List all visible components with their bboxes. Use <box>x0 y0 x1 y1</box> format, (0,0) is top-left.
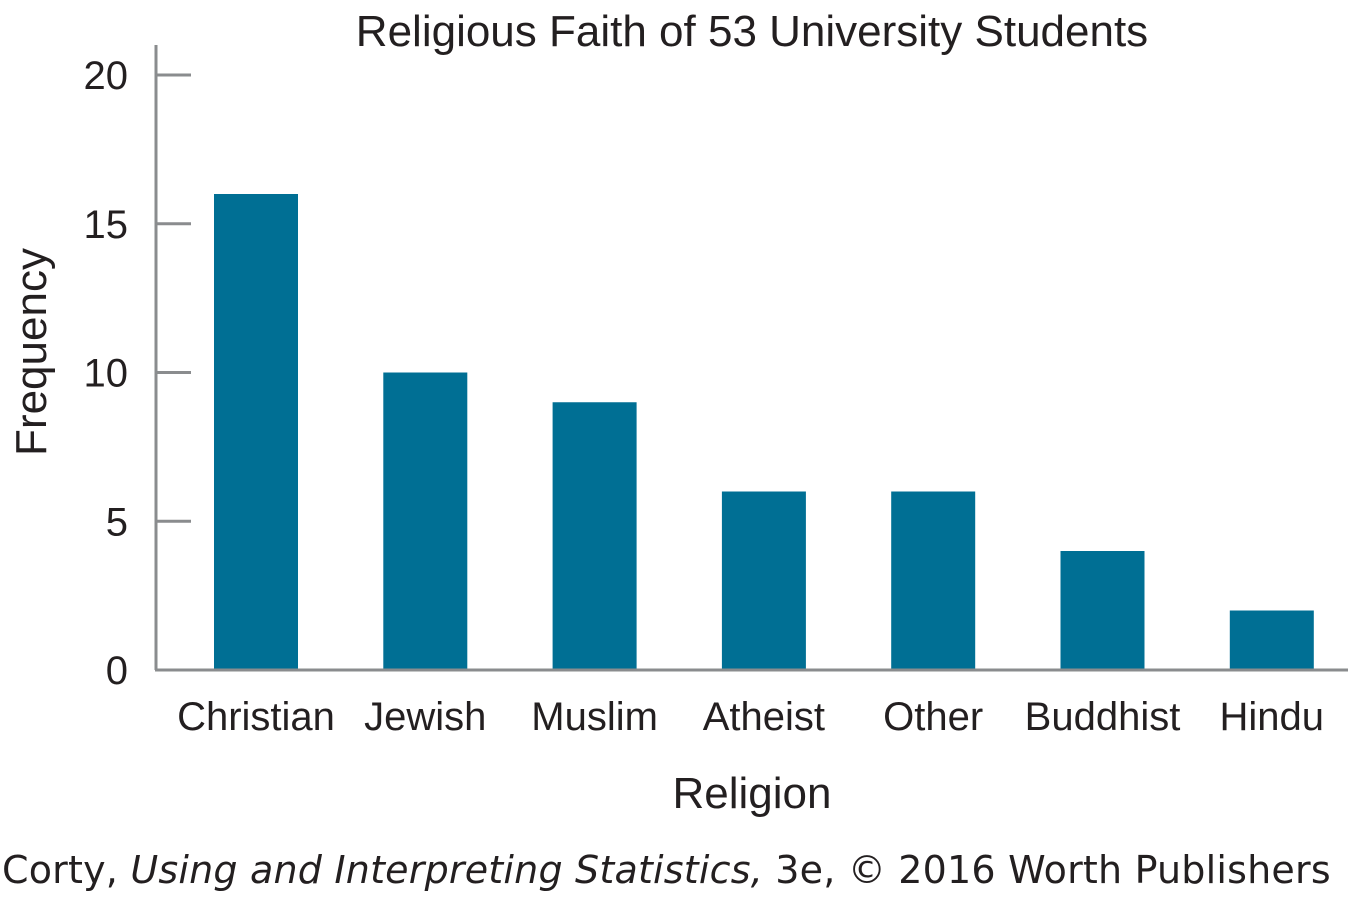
x-category-label: Jewish <box>364 695 486 739</box>
x-category-label: Atheist <box>703 695 825 739</box>
bar-muslim <box>552 402 637 670</box>
chart-title: Religious Faith of 53 University Student… <box>356 7 1148 56</box>
y-ticks-layer: 0 5 10 15 20 <box>84 54 191 693</box>
x-category-label: Hindu <box>1220 695 1325 739</box>
bars-layer <box>214 194 1314 670</box>
x-category-label: Christian <box>177 695 335 739</box>
y-tick-label: 15 <box>84 203 129 247</box>
x-category-label: Muslim <box>531 695 658 739</box>
y-axis-title: Frequency <box>7 248 56 456</box>
bar-buddhist <box>1060 551 1145 670</box>
publisher-credit: Corty, Using and Interpreting Statistics… <box>2 848 1331 892</box>
x-axis-title: Religion <box>673 769 832 818</box>
x-categories-layer: Christian Jewish Muslim Atheist Other Buddhis… <box>177 695 1324 739</box>
credit-book-title: Using and Interpreting Statistics, <box>130 848 764 892</box>
y-tick-label: 5 <box>106 500 128 544</box>
y-tick-label: 20 <box>84 54 129 98</box>
x-category-label: Buddhist <box>1025 695 1181 739</box>
bar-other <box>891 491 976 670</box>
credit-author: Corty, <box>2 848 131 892</box>
bar-atheist <box>721 491 806 670</box>
bar-jewish <box>383 372 468 670</box>
bar-christian <box>214 194 298 670</box>
credit-edition: 3e, © 2016 Worth Publishers <box>763 848 1331 892</box>
bar-hindu <box>1229 610 1314 670</box>
y-tick-label: 10 <box>84 352 129 396</box>
axes-layer <box>154 45 1348 672</box>
x-category-label: Other <box>883 695 983 739</box>
y-tick-label: 0 <box>106 649 128 693</box>
